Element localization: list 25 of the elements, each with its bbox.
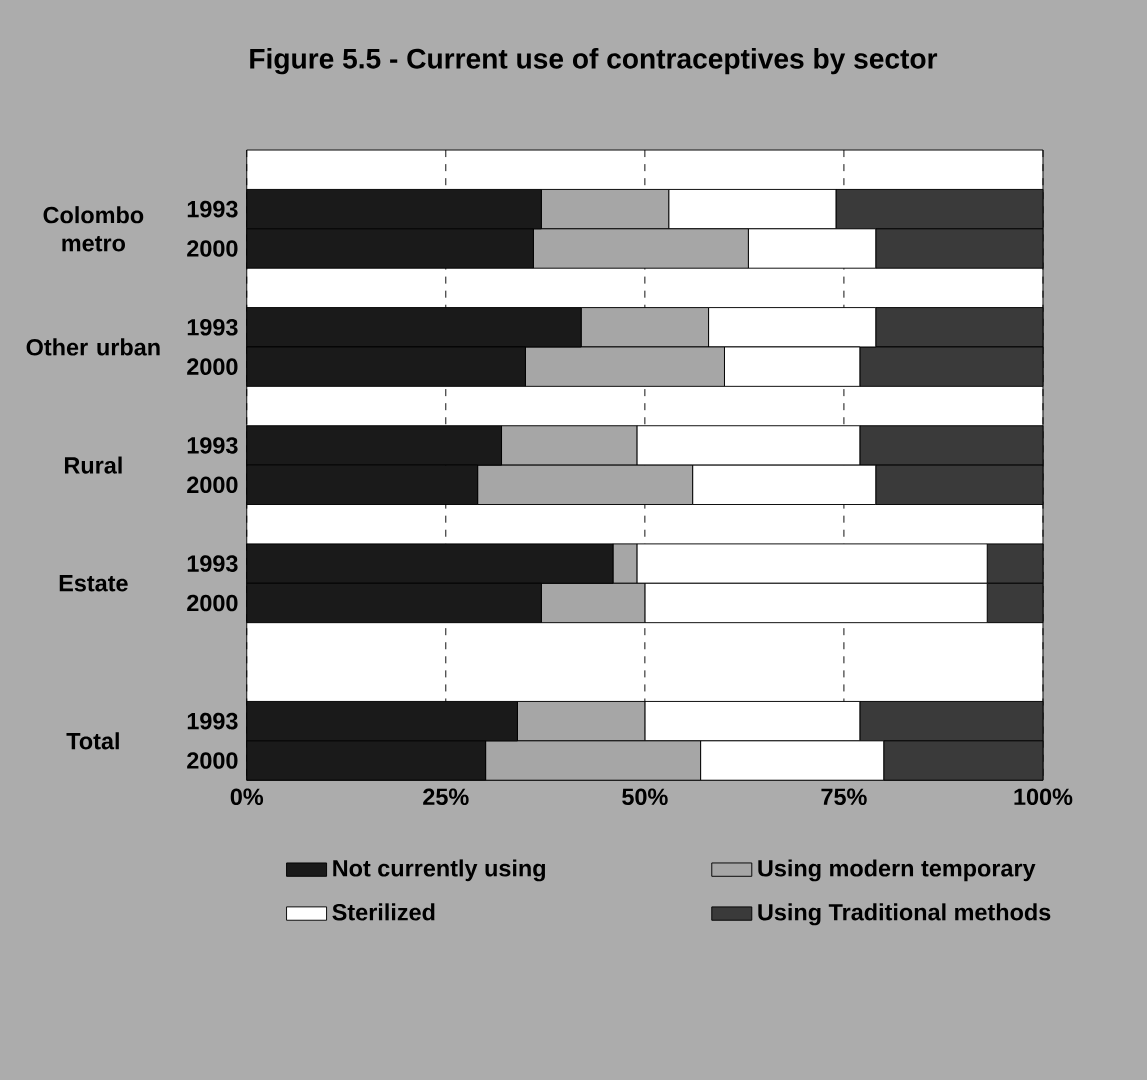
y-tick-label: 2000 (187, 476, 238, 493)
y-tick-label: 1993 (187, 712, 238, 730)
y-tick-label: 2000 (187, 594, 238, 612)
x-tick-label: 50% (622, 788, 668, 805)
legend-label: Using modern temporary (758, 859, 1036, 882)
y-tick-label: 1993 (187, 318, 238, 336)
text: Other urban (26, 338, 160, 356)
legend-label: Not currently using (333, 859, 545, 882)
y-tick-label: 1993 (187, 436, 238, 454)
text: Total (66, 732, 119, 750)
legend-label: Sterilized (332, 903, 435, 921)
y-tick-label: 1993 (187, 555, 238, 572)
text: Colombo metro (43, 206, 144, 252)
x-tick-label: 100% (1014, 788, 1073, 805)
x-tick-label: 25% (423, 788, 469, 805)
y-tick-label: 1993 (187, 200, 238, 218)
x-tick-label: 0% (230, 788, 264, 805)
legend-label: Using Traditional methods (758, 903, 1051, 926)
y-tick-label: 2000 (187, 752, 238, 769)
text: Rural (64, 456, 122, 474)
text: Estate (59, 574, 128, 592)
x-tick-label: 75% (821, 788, 867, 805)
y-tick-label: 2000 (187, 240, 238, 257)
chart-title: Figure 5.5 - Current use of contraceptives by sector (250, 47, 938, 75)
y-tick-label: 2000 (187, 358, 238, 375)
